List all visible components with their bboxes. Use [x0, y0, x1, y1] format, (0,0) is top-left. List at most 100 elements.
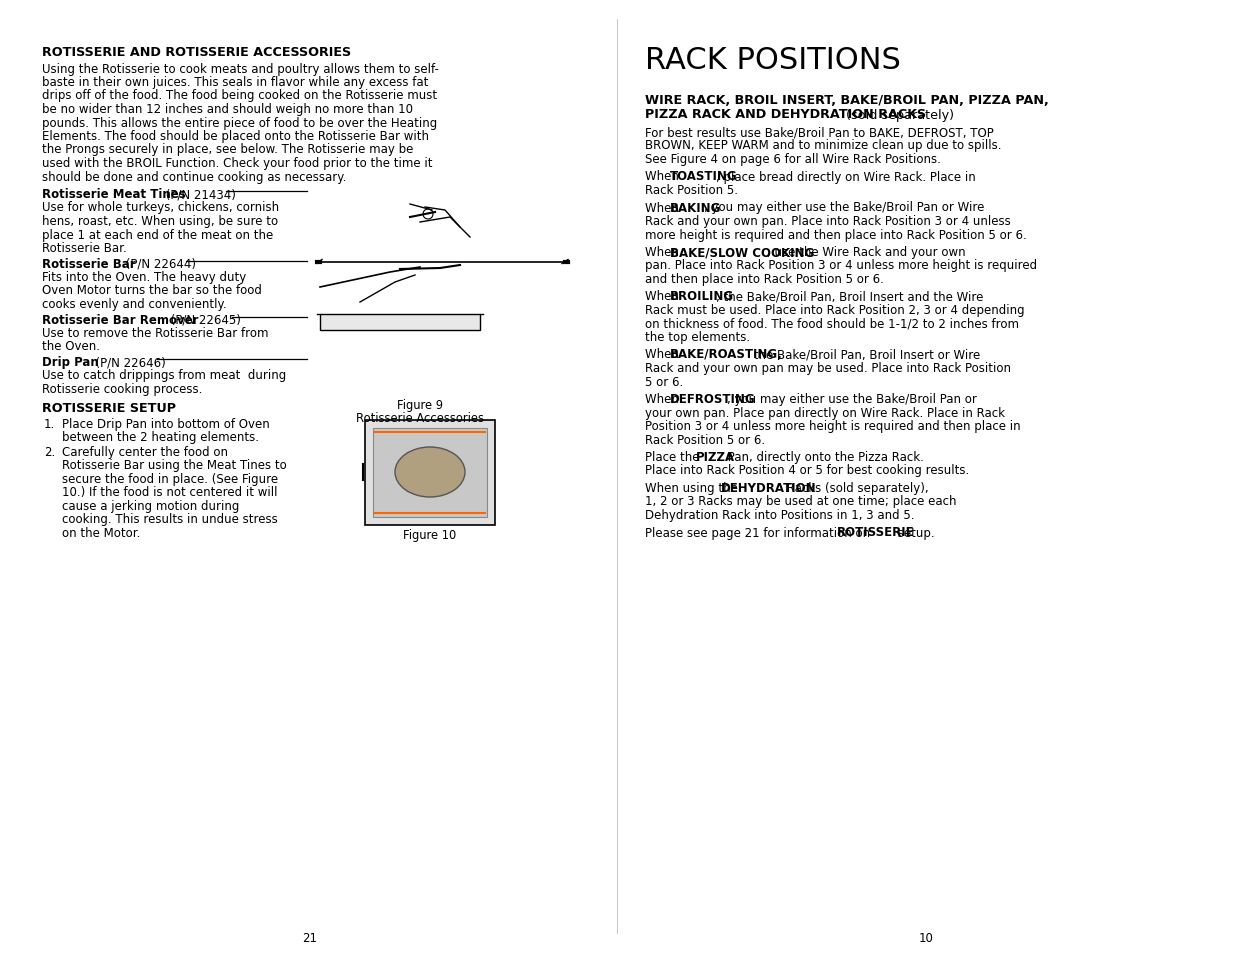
- Text: Racks (sold separately),: Racks (sold separately),: [783, 481, 929, 495]
- Text: BAKING: BAKING: [671, 201, 721, 214]
- Text: Rack Position 5.: Rack Position 5.: [645, 184, 739, 196]
- FancyBboxPatch shape: [366, 420, 495, 525]
- Text: Rack Position 5 or 6.: Rack Position 5 or 6.: [645, 433, 766, 446]
- Text: Please see page 21 for information on: Please see page 21 for information on: [645, 526, 874, 539]
- Text: Rotisserie Bar Remover: Rotisserie Bar Remover: [42, 314, 199, 326]
- Text: on thickness of food. The food should be 1-1/2 to 2 inches from: on thickness of food. The food should be…: [645, 317, 1019, 330]
- Text: 1, 2 or 3 Racks may be used at one time; place each: 1, 2 or 3 Racks may be used at one time;…: [645, 495, 956, 508]
- Text: secure the food in place. (See Figure: secure the food in place. (See Figure: [62, 473, 278, 485]
- Text: (sold separately): (sold separately): [842, 109, 955, 121]
- Text: Dehydration Rack into Positions in 1, 3 and 5.: Dehydration Rack into Positions in 1, 3 …: [645, 509, 914, 521]
- Text: Oven Motor turns the bar so the food: Oven Motor turns the bar so the food: [42, 284, 262, 297]
- Text: more height is required and then place into Rack Position 5 or 6.: more height is required and then place i…: [645, 229, 1026, 241]
- Text: BROWN, KEEP WARM and to minimize clean up due to spills.: BROWN, KEEP WARM and to minimize clean u…: [645, 139, 1002, 152]
- Text: ROTISSERIE AND ROTISSERIE ACCESSORIES: ROTISSERIE AND ROTISSERIE ACCESSORIES: [42, 46, 351, 59]
- Text: and then place into Rack Position 5 or 6.: and then place into Rack Position 5 or 6…: [645, 273, 884, 286]
- Text: PIZZA RACK AND DEHYDRATION RACKS: PIZZA RACK AND DEHYDRATION RACKS: [645, 109, 926, 121]
- Text: setup.: setup.: [894, 526, 935, 539]
- Text: Pan, directly onto the Pizza Rack.: Pan, directly onto the Pizza Rack.: [724, 451, 924, 463]
- Text: , you may either use the Bake/Broil Pan or: , you may either use the Bake/Broil Pan …: [727, 393, 977, 406]
- Text: your own pan. Place pan directly on Wire Rack. Place in Rack: your own pan. Place pan directly on Wire…: [645, 406, 1005, 419]
- Text: 2.: 2.: [44, 446, 56, 458]
- Text: used with the BROIL Function. Check your food prior to the time it: used with the BROIL Function. Check your…: [42, 157, 432, 170]
- Text: the Prongs securely in place, see below. The Rotisserie may be: the Prongs securely in place, see below.…: [42, 143, 414, 156]
- Text: For best results use Bake/Broil Pan to BAKE, DEFROST, TOP: For best results use Bake/Broil Pan to B…: [645, 126, 994, 139]
- Text: cooks evenly and conveniently.: cooks evenly and conveniently.: [42, 297, 227, 311]
- Text: Rotisserie cooking process.: Rotisserie cooking process.: [42, 382, 203, 395]
- Text: Rotisserie Bar.: Rotisserie Bar.: [42, 242, 127, 254]
- Text: the Bake/Broil Pan, Broil Insert or Wire: the Bake/Broil Pan, Broil Insert or Wire: [750, 348, 981, 361]
- Text: ROTISSERIE SETUP: ROTISSERIE SETUP: [42, 402, 177, 416]
- FancyBboxPatch shape: [373, 428, 487, 517]
- Text: See Figure 4 on page 6 for all Wire Rack Positions.: See Figure 4 on page 6 for all Wire Rack…: [645, 152, 941, 166]
- Text: When: When: [645, 393, 683, 406]
- Text: Position 3 or 4 unless more height is required and then place in: Position 3 or 4 unless more height is re…: [645, 419, 1020, 433]
- Text: ROTISSERIE: ROTISSERIE: [837, 526, 915, 539]
- Text: When: When: [645, 246, 683, 258]
- Text: hens, roast, etc. When using, be sure to: hens, roast, etc. When using, be sure to: [42, 214, 278, 228]
- Text: Rotisserie Bar: Rotisserie Bar: [42, 257, 136, 271]
- Text: Using the Rotisserie to cook meats and poultry allows them to self-: Using the Rotisserie to cook meats and p…: [42, 63, 438, 75]
- Text: Figure 10: Figure 10: [404, 529, 457, 542]
- Text: Use to remove the Rotisserie Bar from: Use to remove the Rotisserie Bar from: [42, 327, 268, 339]
- Text: Rotisserie Meat Tines: Rotisserie Meat Tines: [42, 188, 185, 201]
- Text: baste in their own juices. This seals in flavor while any excess fat: baste in their own juices. This seals in…: [42, 76, 429, 89]
- Text: Drip Pan: Drip Pan: [42, 355, 99, 369]
- Text: between the 2 heating elements.: between the 2 heating elements.: [62, 431, 259, 444]
- Text: drips off of the food. The food being cooked on the Rotisserie must: drips off of the food. The food being co…: [42, 90, 437, 102]
- Text: cooking. This results in undue stress: cooking. This results in undue stress: [62, 513, 278, 526]
- Text: Rack and your own pan. Place into Rack Position 3 or 4 unless: Rack and your own pan. Place into Rack P…: [645, 214, 1010, 228]
- Text: cause a jerking motion during: cause a jerking motion during: [62, 499, 240, 513]
- Text: WIRE RACK, BROIL INSERT, BAKE/BROIL PAN, PIZZA PAN,: WIRE RACK, BROIL INSERT, BAKE/BROIL PAN,…: [645, 94, 1049, 107]
- Text: Fits into the Oven. The heavy duty: Fits into the Oven. The heavy duty: [42, 271, 246, 284]
- Text: pan. Place into Rack Position 3 or 4 unless more height is required: pan. Place into Rack Position 3 or 4 unl…: [645, 259, 1037, 273]
- Text: BAKE/ROASTING,: BAKE/ROASTING,: [671, 348, 783, 361]
- Text: (P/N 22646): (P/N 22646): [88, 355, 165, 369]
- Text: Rack and your own pan may be used. Place into Rack Position: Rack and your own pan may be used. Place…: [645, 361, 1011, 375]
- Text: (P/N 22645): (P/N 22645): [168, 314, 241, 326]
- FancyBboxPatch shape: [320, 314, 480, 331]
- Text: DEHYDRATION: DEHYDRATION: [721, 481, 816, 495]
- Text: should be done and continue cooking as necessary.: should be done and continue cooking as n…: [42, 171, 346, 183]
- Text: Rotisserie Accessories: Rotisserie Accessories: [356, 412, 484, 424]
- Text: Use for whole turkeys, chickens, cornish: Use for whole turkeys, chickens, cornish: [42, 201, 279, 214]
- Text: Place Drip Pan into bottom of Oven: Place Drip Pan into bottom of Oven: [62, 417, 269, 431]
- Text: BAKE/SLOW COOKING: BAKE/SLOW COOKING: [671, 246, 815, 258]
- Text: TOASTING: TOASTING: [671, 171, 737, 183]
- Text: Figure 9: Figure 9: [396, 398, 443, 411]
- Text: be no wider than 12 inches and should weigh no more than 10: be no wider than 12 inches and should we…: [42, 103, 412, 116]
- Text: 10: 10: [919, 931, 934, 944]
- Text: the top elements.: the top elements.: [645, 331, 750, 344]
- Text: When: When: [645, 201, 683, 214]
- Text: BROILING: BROILING: [671, 291, 735, 303]
- Text: 10.) If the food is not centered it will: 10.) If the food is not centered it will: [62, 486, 278, 499]
- Text: 5 or 6.: 5 or 6.: [645, 375, 683, 388]
- Text: Rack must be used. Place into Rack Position 2, 3 or 4 depending: Rack must be used. Place into Rack Posit…: [645, 304, 1025, 316]
- Text: When using the: When using the: [645, 481, 742, 495]
- Text: on the Motor.: on the Motor.: [62, 526, 141, 539]
- Text: , the Bake/Broil Pan, Broil Insert and the Wire: , the Bake/Broil Pan, Broil Insert and t…: [716, 291, 983, 303]
- Text: PIZZA: PIZZA: [695, 451, 735, 463]
- Text: place 1 at each end of the meat on the: place 1 at each end of the meat on the: [42, 229, 273, 241]
- Text: Carefully center the food on: Carefully center the food on: [62, 446, 228, 458]
- Text: DEFROSTING: DEFROSTING: [671, 393, 756, 406]
- Text: 1.: 1.: [44, 417, 56, 431]
- Text: (P/N 21434): (P/N 21434): [162, 188, 236, 201]
- Text: Place into Rack Position 4 or 5 for best cooking results.: Place into Rack Position 4 or 5 for best…: [645, 464, 969, 477]
- Text: 21: 21: [303, 931, 317, 944]
- Text: Place the: Place the: [645, 451, 703, 463]
- Text: the Oven.: the Oven.: [42, 340, 100, 354]
- Text: When: When: [645, 291, 683, 303]
- Text: Rotisserie Bar using the Meat Tines to: Rotisserie Bar using the Meat Tines to: [62, 459, 287, 472]
- Text: RACK POSITIONS: RACK POSITIONS: [645, 46, 900, 75]
- Text: , you may either use the Bake/Broil Pan or Wire: , you may either use the Bake/Broil Pan …: [704, 201, 984, 214]
- Text: , place bread directly on Wire Rack. Place in: , place bread directly on Wire Rack. Pla…: [716, 171, 976, 183]
- Text: (P/N 22644): (P/N 22644): [122, 257, 196, 271]
- Text: pounds. This allows the entire piece of food to be over the Heating: pounds. This allows the entire piece of …: [42, 116, 437, 130]
- Text: Elements. The food should be placed onto the Rotisserie Bar with: Elements. The food should be placed onto…: [42, 130, 429, 143]
- Ellipse shape: [395, 448, 466, 497]
- Text: , use the Wire Rack and your own: , use the Wire Rack and your own: [767, 246, 966, 258]
- Text: When: When: [645, 171, 683, 183]
- Text: Use to catch drippings from meat  during: Use to catch drippings from meat during: [42, 369, 287, 382]
- Text: When: When: [645, 348, 683, 361]
